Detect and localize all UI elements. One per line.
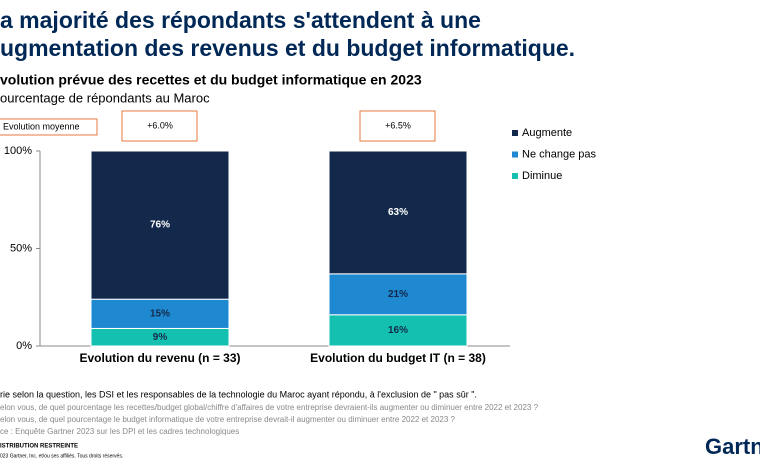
x-tick-label: Evolution du revenu (n = 33) xyxy=(79,351,240,365)
annotation-box xyxy=(359,110,436,142)
note: elon vous, de quel pourcentage le budget… xyxy=(0,415,456,424)
x-tick-label: Evolution du budget IT (n = 38) xyxy=(310,351,486,365)
legend-swatch xyxy=(512,130,518,136)
annotation-box xyxy=(121,110,198,142)
value-label: 76% xyxy=(150,220,170,231)
value-label: 16% xyxy=(388,325,408,336)
legend-label: Ne change pas xyxy=(522,148,596,160)
legend-label: Augmente xyxy=(522,127,572,139)
logo: Gartn xyxy=(705,434,760,459)
bar-segment xyxy=(328,150,468,275)
note: ce : Enquête Gartner 2023 sur les DPI et… xyxy=(0,427,239,436)
annotation: +6.0% xyxy=(147,120,173,130)
y-tick-label: 0% xyxy=(16,340,32,352)
y-tick-label: 100% xyxy=(4,145,32,157)
bar-segment xyxy=(90,298,230,329)
bar-segment xyxy=(328,273,468,316)
copyright: 023 Gartner, Inc. et/ou ses affiliés. To… xyxy=(0,453,123,459)
annotation-legend-box xyxy=(0,118,98,136)
bar-segment xyxy=(328,314,468,347)
title-line: ugmentation des revenus et du budget inf… xyxy=(0,35,575,61)
distribution: ISTRIBUTION RESTREINTE xyxy=(0,444,78,450)
annotation: +6.5% xyxy=(385,120,411,130)
legend-swatch xyxy=(512,173,518,179)
value-label: 21% xyxy=(388,289,408,300)
chart-subtitle: ourcentage de répondants au Maroc xyxy=(0,90,210,105)
title-line: a majorité des répondants s'attendent à … xyxy=(0,7,481,33)
note: elon vous, de quel pourcentage les recet… xyxy=(0,403,539,412)
legend-swatch xyxy=(512,151,518,158)
annotation-legend: Evolution moyenne xyxy=(3,121,80,131)
chart-title: volution prévue des recettes et du budge… xyxy=(0,72,422,88)
note: rie selon la question, les DSI et les re… xyxy=(0,389,477,399)
y-tick-label: 50% xyxy=(10,242,32,254)
value-label: 15% xyxy=(150,308,170,319)
value-label: 9% xyxy=(153,332,168,343)
value-label: 63% xyxy=(388,207,408,218)
bar-segment xyxy=(90,150,230,300)
legend-label: Diminue xyxy=(522,170,562,182)
